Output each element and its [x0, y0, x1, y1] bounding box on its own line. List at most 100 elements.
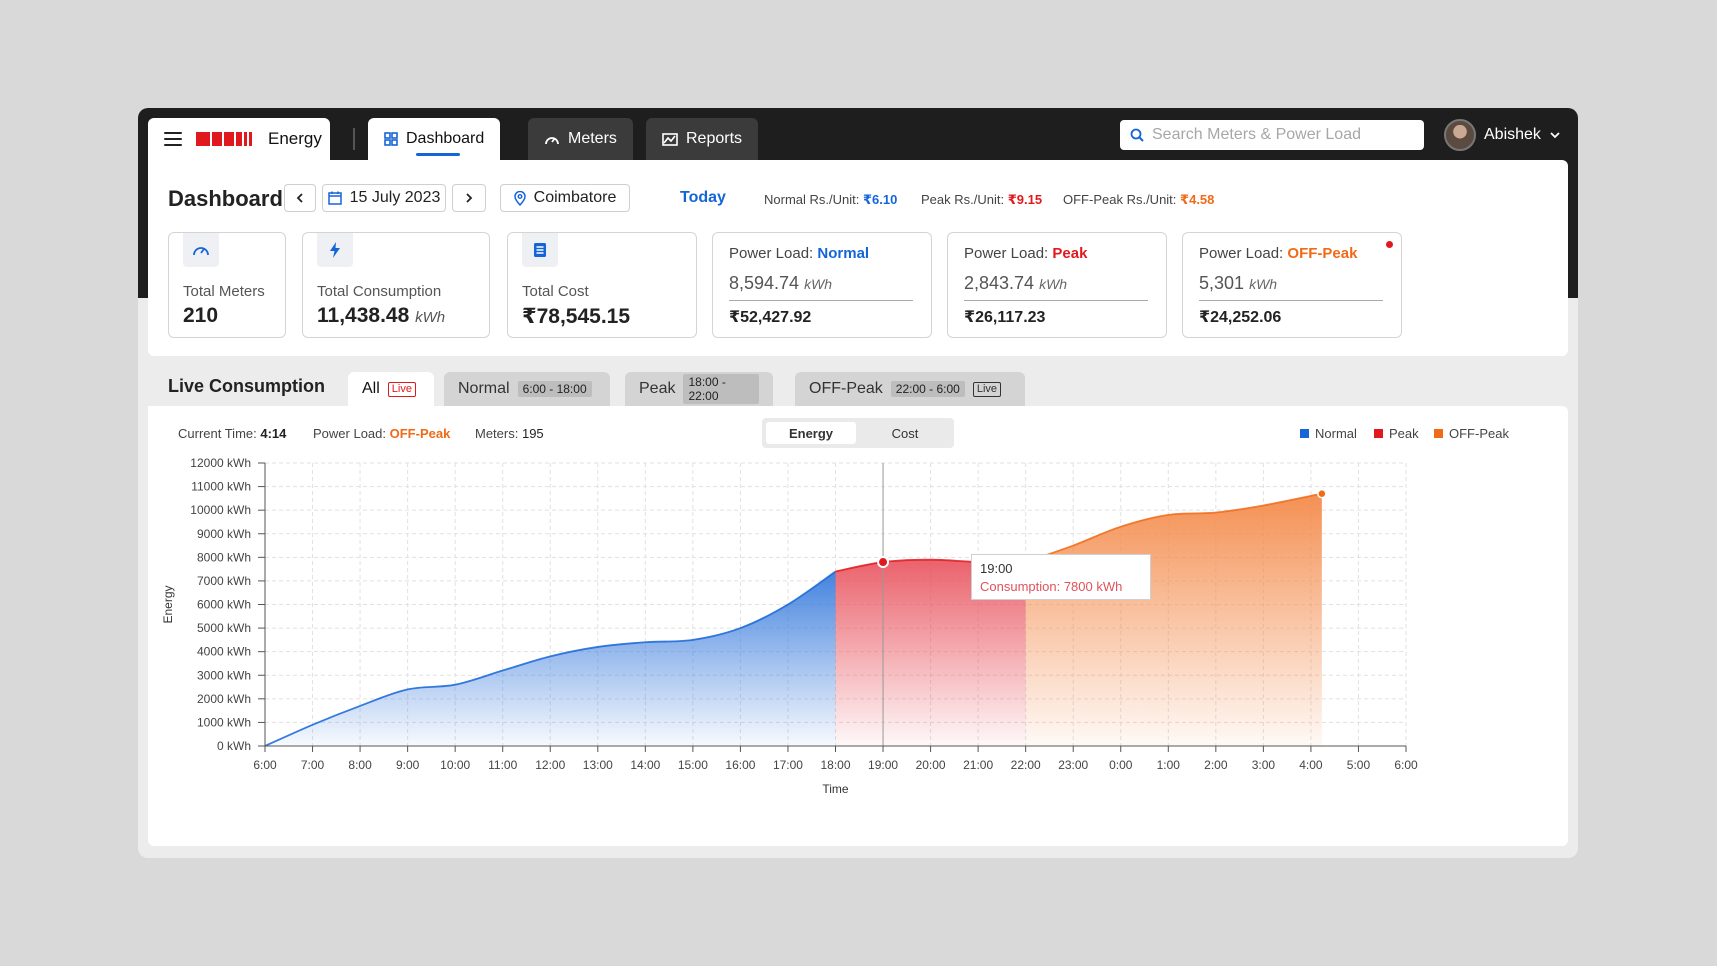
total-cost-card[interactable]: Total Cost ₹78,545.15 [507, 232, 697, 338]
cost-toggle-option[interactable]: Cost [891, 425, 919, 441]
search-icon [1130, 128, 1144, 142]
x-tick-label: 3:00 [1252, 758, 1276, 772]
page-title: Dashboard [168, 186, 283, 211]
card-value-number: 11,438.48 [317, 304, 410, 327]
card-divider [1199, 300, 1383, 301]
live-badge: Live [972, 381, 1002, 397]
tab-meters[interactable]: Meters [528, 118, 633, 160]
y-tick-label: 10000 kWh [190, 503, 251, 517]
tab-reports[interactable]: Reports [646, 118, 759, 160]
tab-all[interactable]: All Live [348, 372, 434, 406]
legend-label: OFF-Peak [1449, 426, 1509, 441]
peak-rate-value: ₹9.15 [1007, 192, 1043, 207]
prev-date-button[interactable] [284, 184, 316, 212]
chevron-right-icon [466, 193, 473, 203]
power-load-cost: ₹26,117.23 [964, 309, 1046, 326]
peak-rate: Peak Rs./Unit: ₹9.15 [921, 192, 1042, 208]
location-name: Coimbatore [533, 189, 617, 206]
location-selector[interactable]: Coimbatore [500, 184, 630, 212]
card-divider [729, 300, 913, 301]
y-tick-label: 2000 kWh [197, 692, 251, 706]
current-power-load-value: OFF-Peak [389, 426, 451, 441]
tooltip-time: 19:00 [980, 561, 1013, 576]
power-load-kwh-unit: kWh [1039, 276, 1068, 292]
y-tick-label: 0 kWh [217, 739, 251, 753]
location-pin-icon [513, 190, 526, 206]
tab-all-label: All [362, 380, 380, 397]
chart-panel: Current Time: 4:14 Power Load: OFF-Peak … [148, 406, 1568, 846]
legend-swatch [1374, 429, 1383, 438]
tab-offpeak[interactable]: OFF-Peak 22:00 - 6:00 Live [795, 372, 1025, 406]
power-load-type: Peak [1052, 245, 1088, 262]
y-tick-label: 4000 kWh [197, 645, 251, 659]
nav-divider [353, 128, 355, 150]
total-meters-card[interactable]: Total Meters 210 [168, 232, 286, 338]
current-power-load: Power Load: OFF-Peak [313, 426, 450, 441]
chart-tooltip: 19:00 Consumption: 7800 kWh [971, 554, 1151, 600]
user-menu[interactable]: Abishek [1444, 118, 1561, 152]
live-indicator-dot [1386, 241, 1393, 248]
energy-toggle-option[interactable]: Energy [766, 422, 856, 444]
next-date-button[interactable] [452, 184, 486, 212]
document-icon [534, 243, 546, 257]
brand-tab: Energy [148, 118, 330, 160]
y-tick-label: 6000 kWh [197, 598, 251, 612]
y-tick-label: 11000 kWh [191, 480, 251, 494]
chevron-left-icon [296, 193, 303, 203]
today-link[interactable]: Today [680, 189, 726, 206]
normal-rate: Normal Rs./Unit: ₹6.10 [764, 192, 897, 208]
offpeak-rate-label: OFF-Peak Rs./Unit: [1063, 192, 1177, 207]
grid-icon [384, 132, 398, 146]
power-load-kwh-unit: kWh [804, 276, 833, 292]
x-tick-label: 13:00 [583, 758, 613, 772]
hover-point [877, 556, 890, 569]
power-load-kwh-value: 5,301 [1199, 273, 1245, 293]
logo [196, 132, 252, 146]
power-load-cost: ₹52,427.92 [729, 309, 812, 326]
tab-normal[interactable]: Normal 6:00 - 18:00 [444, 372, 610, 406]
power-load-kwh-value: 2,843.74 [964, 273, 1035, 293]
card-icon-box [317, 233, 353, 267]
power-load-offpeak-card[interactable]: Power Load: OFF-Peak 5,301 kWh ₹24,252.0… [1182, 232, 1402, 338]
tab-peak[interactable]: Peak 18:00 - 22:00 [625, 372, 773, 406]
y-tick-label: 8000 kWh [197, 550, 251, 564]
power-load-title-label: Power Load: [729, 245, 814, 262]
tab-dashboard[interactable]: Dashboard [368, 118, 501, 160]
top-navigation: Energy Dashboard Meters Reports Abishek [148, 118, 1568, 160]
tooltip-consumption: Consumption: 7800 kWh [980, 579, 1123, 594]
live-badge: Live [387, 381, 416, 397]
current-power-load-label: Power Load: [313, 426, 386, 441]
x-tick-label: 1:00 [1157, 758, 1181, 772]
power-load-normal-card[interactable]: Power Load: Normal 8,594.74 kWh ₹52,427.… [712, 232, 932, 338]
meters-count: Meters: 195 [475, 426, 544, 441]
tab-peak-label: Peak [639, 380, 676, 397]
y-tick-label: 5000 kWh [197, 621, 251, 635]
power-load-peak-card[interactable]: Power Load: Peak 2,843.74 kWh ₹26,117.23 [947, 232, 1167, 338]
x-tick-label: 10:00 [440, 758, 470, 772]
x-tick-label: 5:00 [1347, 758, 1371, 772]
line-off-peak [1025, 492, 1323, 563]
x-tick-label: 0:00 [1109, 758, 1133, 772]
page-header: Dashboard [168, 184, 283, 214]
app-window: Energy Dashboard Meters Reports Abishek [138, 108, 1578, 858]
total-consumption-card[interactable]: Total Consumption 11,438.48 kWh [302, 232, 490, 338]
legend-label: Peak [1389, 426, 1419, 441]
consumption-chart[interactable]: 6:00 7:00 8:00 9:00 10:00 11:00 12:00 13:00 14:0… [148, 406, 1568, 846]
tab-normal-range: 6:00 - 18:00 [517, 381, 592, 397]
date-picker[interactable]: 15 July 2023 [322, 184, 446, 212]
offpeak-rate: OFF-Peak Rs./Unit: ₹4.58 [1063, 192, 1214, 208]
chevron-down-icon [1550, 132, 1560, 139]
search-input[interactable] [1152, 126, 1412, 144]
x-tick-label: 17:00 [773, 758, 803, 772]
x-tick-label: 19:00 [868, 758, 898, 772]
line-normal [264, 570, 837, 747]
normal-rate-label: Normal Rs./Unit: [764, 192, 860, 207]
meters-count-value: 195 [521, 426, 544, 441]
menu-icon[interactable] [164, 132, 182, 146]
power-load-kwh: 5,301 kWh [1199, 273, 1277, 294]
peak-rate-label: Peak Rs./Unit: [921, 192, 1005, 207]
gauge-icon [193, 247, 209, 256]
current-time-value: 4:14 [260, 426, 287, 441]
card-value: 210 [183, 304, 218, 328]
y-axis-title: Energy [161, 585, 175, 623]
